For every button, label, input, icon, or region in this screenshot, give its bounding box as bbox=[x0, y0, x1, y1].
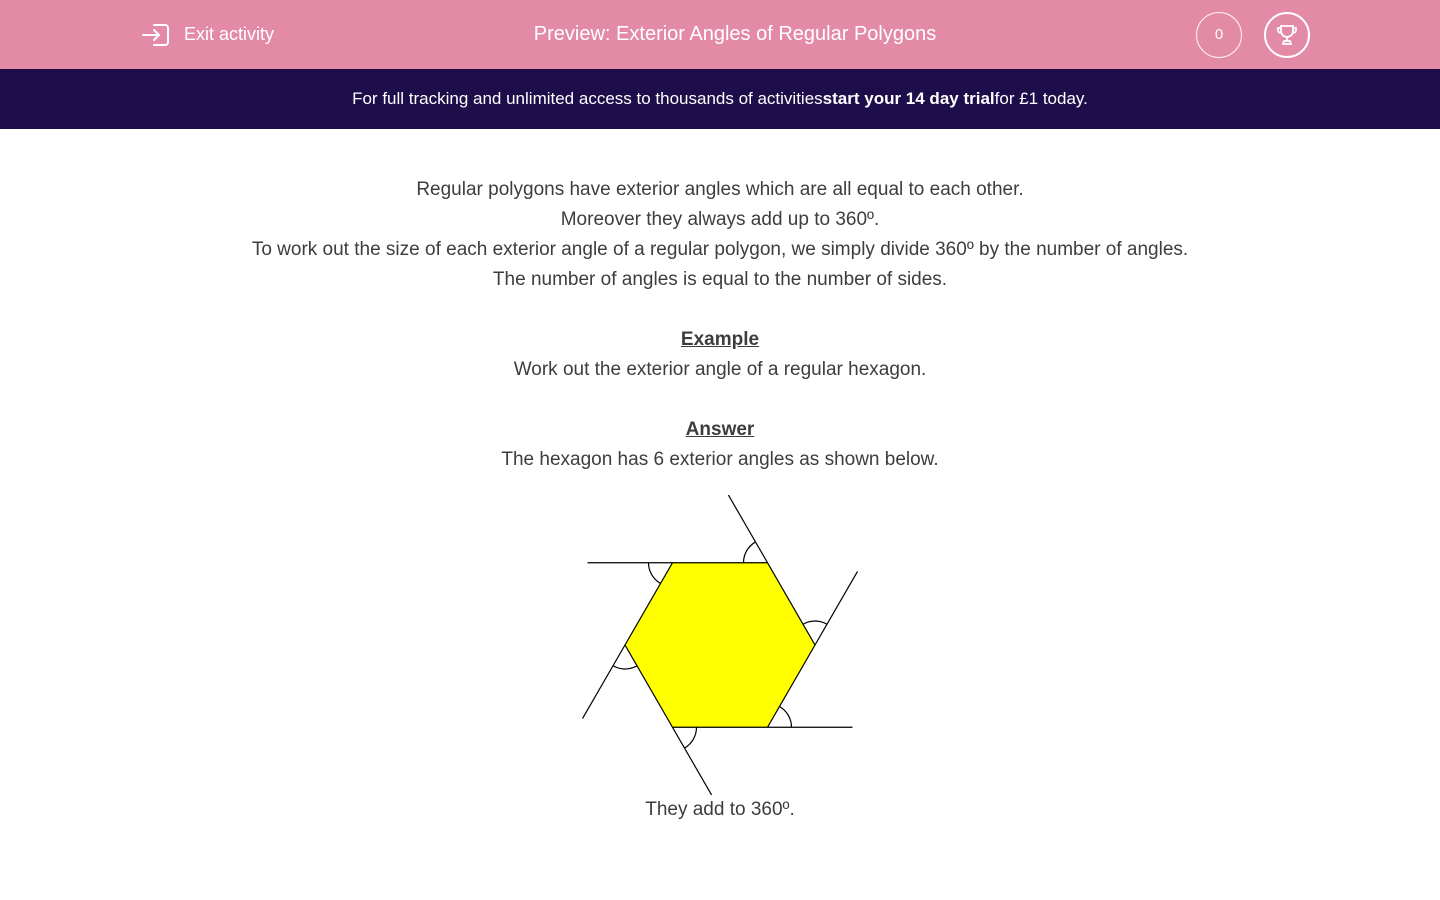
example-text: Work out the exterior angle of a regular… bbox=[0, 355, 1440, 385]
footer-text: They add to 360º. bbox=[0, 795, 1440, 825]
example-block: Work out the exterior angle of a regular… bbox=[0, 355, 1440, 385]
exit-icon bbox=[140, 21, 170, 49]
promo-text-bold: start your 14 day trial bbox=[823, 89, 995, 109]
exit-activity-button[interactable]: Exit activity bbox=[140, 21, 274, 49]
intro-line: The number of angles is equal to the num… bbox=[0, 265, 1440, 295]
intro-block: Regular polygons have exterior angles wh… bbox=[0, 175, 1440, 295]
trophy-button[interactable] bbox=[1264, 12, 1310, 58]
intro-line: Regular polygons have exterior angles wh… bbox=[0, 175, 1440, 205]
lesson-content: Regular polygons have exterior angles wh… bbox=[0, 129, 1440, 825]
answer-heading: Answer bbox=[0, 415, 1440, 445]
trophy-icon bbox=[1275, 23, 1299, 47]
promo-banner[interactable]: For full tracking and unlimited access t… bbox=[0, 69, 1440, 129]
answer-text: The hexagon has 6 exterior angles as sho… bbox=[0, 445, 1440, 475]
header-right-controls: 0 bbox=[1196, 12, 1310, 58]
score-value: 0 bbox=[1215, 26, 1223, 43]
top-bar: Exit activity Preview: Exterior Angles o… bbox=[0, 0, 1440, 69]
intro-line: To work out the size of each exterior an… bbox=[0, 235, 1440, 265]
page-title: Preview: Exterior Angles of Regular Poly… bbox=[274, 23, 1196, 46]
example-heading: Example bbox=[0, 325, 1440, 355]
promo-text-post: for £1 today. bbox=[995, 89, 1088, 109]
hexagon-diagram bbox=[580, 495, 860, 795]
promo-text-pre: For full tracking and unlimited access t… bbox=[352, 89, 823, 109]
exit-activity-label: Exit activity bbox=[184, 24, 274, 45]
intro-line: Moreover they always add up to 360º. bbox=[0, 205, 1440, 235]
score-badge[interactable]: 0 bbox=[1196, 12, 1242, 58]
